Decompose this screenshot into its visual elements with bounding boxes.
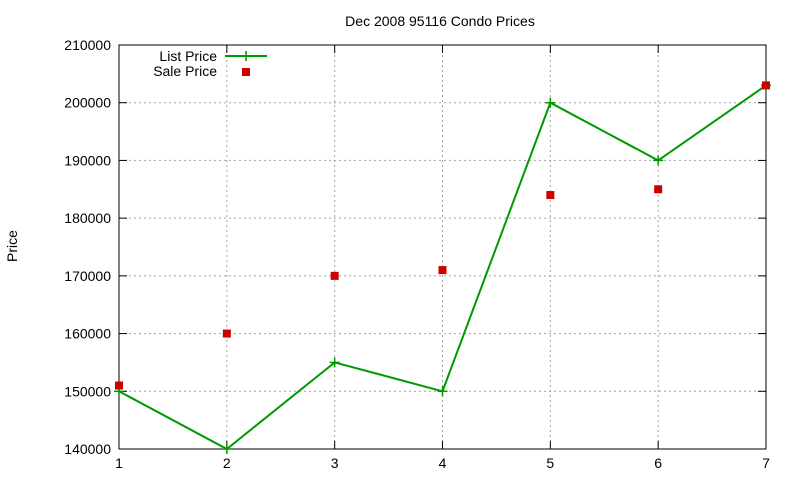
axis-ticks: 140000 150000 160000 170000 180000 190000 2000…: [64, 37, 770, 471]
grid-lines: [119, 45, 766, 449]
list-price-point: [221, 444, 232, 454]
x-tick-label: 5: [546, 455, 554, 471]
y-tick-label: 150000: [64, 383, 111, 399]
x-tick-label: 2: [223, 455, 231, 471]
legend-label-sale-price: Sale Price: [153, 63, 217, 79]
y-tick-label: 140000: [64, 441, 111, 457]
y-tick-label: 190000: [64, 152, 111, 168]
legend-label-list-price: List Price: [159, 48, 217, 64]
y-tick-label: 170000: [64, 268, 111, 284]
x-tick-label: 7: [762, 455, 770, 471]
y-tick-label: 210000: [64, 37, 111, 53]
y-tick-label: 180000: [64, 210, 111, 226]
legend-sample-sale-price-marker: [242, 68, 250, 76]
y-tick-label: 160000: [64, 326, 111, 342]
list-price-point: [437, 386, 448, 397]
x-tick-label: 4: [439, 455, 447, 471]
y-axis-label: Price: [4, 230, 20, 262]
list-price-point: [653, 155, 664, 166]
legend: List Price Sale Price: [153, 48, 267, 79]
sale-price-point: [438, 266, 447, 275]
list-price-point: [329, 357, 340, 368]
x-tick-label: 6: [654, 455, 662, 471]
chart-title: Dec 2008 95116 Condo Prices: [345, 13, 535, 29]
x-tick-label: 1: [115, 455, 123, 471]
sale-price-point: [330, 271, 339, 280]
sale-price-point: [222, 329, 231, 338]
series-marks: [114, 80, 771, 454]
y-tick-label: 200000: [64, 95, 111, 111]
sale-price-point: [762, 81, 770, 90]
sale-price-point: [654, 185, 663, 194]
legend-sample-list-price-marker: [241, 51, 251, 61]
list-price-point: [545, 97, 556, 108]
x-tick-label: 3: [331, 455, 339, 471]
sale-price-point: [115, 381, 123, 390]
sale-price-point: [546, 191, 555, 200]
